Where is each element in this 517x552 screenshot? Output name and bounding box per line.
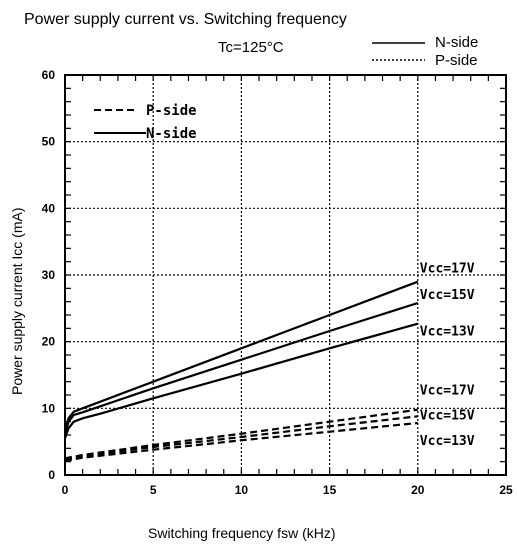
inner-legend-nside-label: N-side — [146, 126, 197, 142]
curve-label-5: Vcc=13V — [420, 434, 475, 449]
series-line-n-side-vcc-13v — [63, 322, 419, 439]
x-axis-label: Switching frequency fsw (kHz) — [148, 525, 336, 541]
series-line-n-side-vcc-15v — [63, 301, 419, 436]
grid-lines — [65, 75, 506, 475]
y-tick-label-1: 10 — [42, 401, 56, 415]
y-tick-labels: 0 10 20 30 40 50 60 — [42, 68, 56, 482]
x-tick-label-5: 25 — [499, 483, 513, 497]
condition-label: Tc=125°C — [218, 39, 284, 56]
x-tick-label-0: 0 — [62, 483, 69, 497]
tick-marks — [64, 74, 507, 476]
curve-label-3: Vcc=17V — [420, 383, 475, 398]
x-tick-label-4: 20 — [411, 483, 425, 497]
series-line-p-side-vcc-15v — [64, 415, 418, 461]
series-line-p-side-vcc-17v — [64, 408, 418, 460]
curve-label-1: Vcc=15V — [420, 288, 475, 303]
inner-legend: P-side N-side — [94, 103, 197, 142]
curve-label-4: Vcc=15V — [420, 409, 475, 424]
x-tick-label-1: 5 — [150, 483, 157, 497]
curve-label-2: Vcc=13V — [420, 325, 475, 340]
series-line-n-side-vcc-17v — [63, 280, 419, 432]
y-tick-label-4: 40 — [42, 201, 56, 215]
y-tick-label-6: 60 — [42, 68, 56, 82]
y-tick-label-3: 30 — [42, 268, 56, 282]
series-lines — [63, 280, 419, 463]
curve-annotations: Vcc=17V Vcc=15V Vcc=13V Vcc=17V Vcc=15V Vcc=1… — [420, 261, 475, 449]
y-tick-label-5: 50 — [42, 135, 56, 149]
x-tick-label-2: 10 — [235, 483, 249, 497]
chart-title: Power supply current vs. Switching frequ… — [24, 11, 347, 28]
x-tick-label-3: 15 — [323, 483, 337, 497]
x-tick-labels: 0 5 10 15 20 25 — [62, 483, 513, 497]
y-axis-label: Power supply current Icc (mA) — [9, 208, 25, 396]
y-tick-label-0: 0 — [48, 468, 55, 482]
top-legend-pside-label: P-side — [435, 52, 478, 69]
y-tick-label-2: 20 — [42, 335, 56, 349]
curve-label-0: Vcc=17V — [420, 261, 475, 276]
series-line-p-side-vcc-13v — [64, 421, 418, 463]
inner-legend-pside-label: P-side — [146, 103, 197, 119]
top-legend-nside-label: N-side — [435, 34, 478, 51]
